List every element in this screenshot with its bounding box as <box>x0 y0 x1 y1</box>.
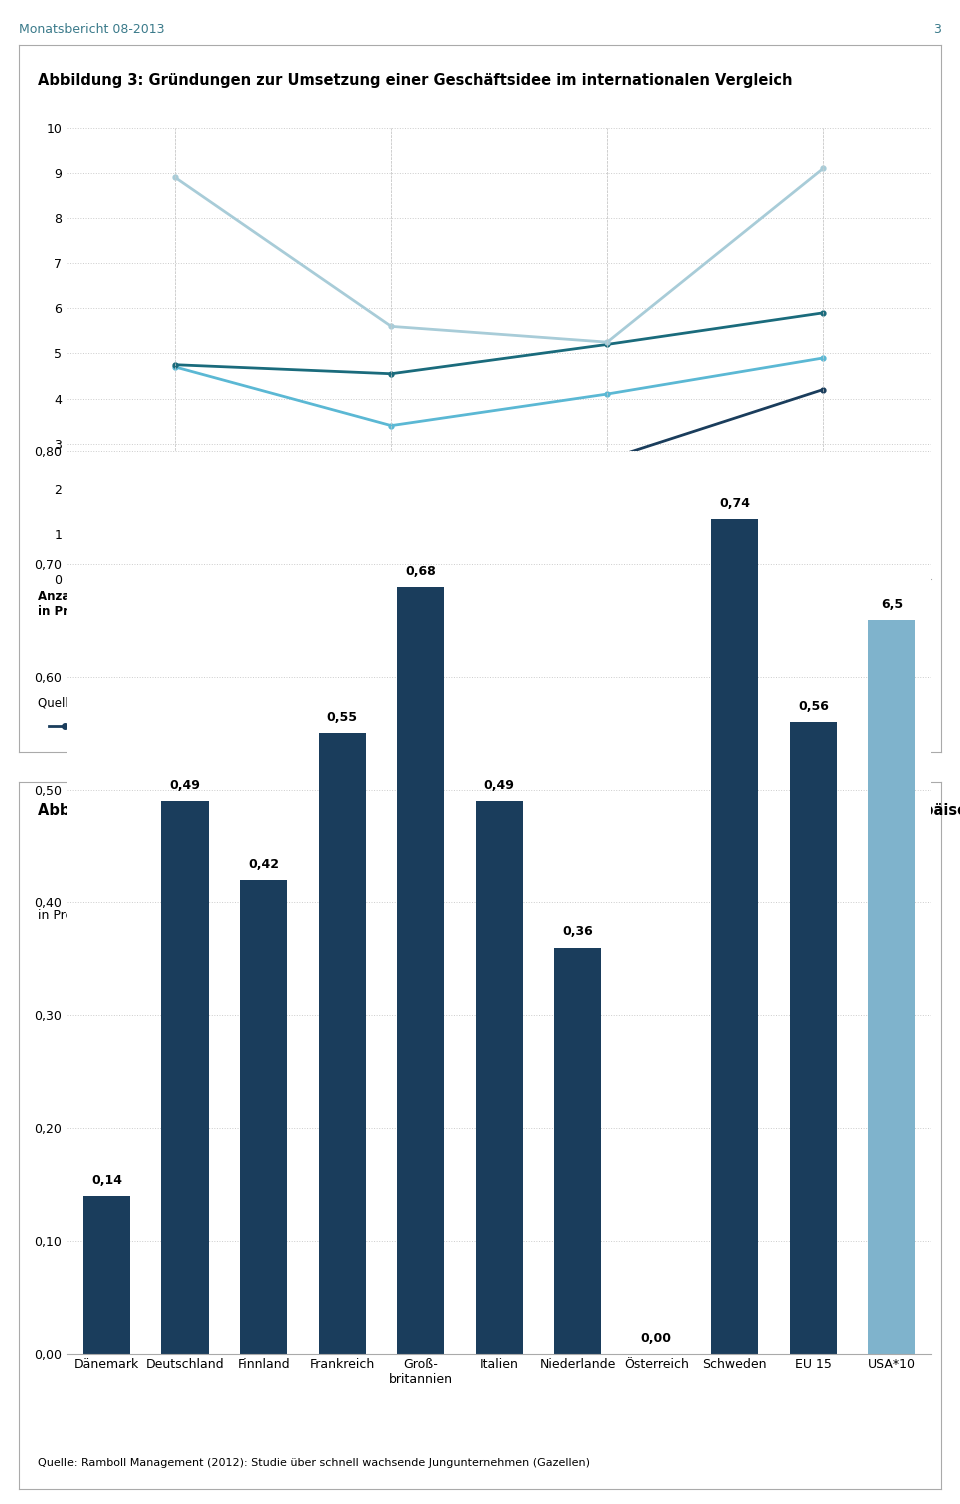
Text: 0,00: 0,00 <box>640 1331 672 1345</box>
Legend: Deutschland, Frankreich, Großbritannien, USA: Deutschland, Frankreich, Großbritannien,… <box>44 716 539 738</box>
Bar <box>83 1196 130 1354</box>
Bar <box>397 587 444 1354</box>
Text: Anzahl der 18- bis 64-Jährigen, die werdende Gründer sind und sich selbständig m: Anzahl der 18- bis 64-Jährigen, die werd… <box>37 590 925 618</box>
Text: 0,68: 0,68 <box>405 564 436 578</box>
Text: 3: 3 <box>933 23 941 36</box>
Text: 0,56: 0,56 <box>798 699 828 713</box>
Bar <box>240 880 287 1354</box>
Bar <box>554 948 601 1354</box>
Text: Quelle: Global Entrepreuneurship Monitor: Quelle: Global Entrepreuneurship Monitor <box>37 696 284 710</box>
Bar <box>475 800 523 1354</box>
Text: Ländern und den USA: Ländern und den USA <box>153 853 332 868</box>
Text: 0,49: 0,49 <box>484 779 515 791</box>
Text: Monatsbericht 08-2013: Monatsbericht 08-2013 <box>19 23 165 36</box>
Text: 0,49: 0,49 <box>170 779 201 791</box>
Bar <box>711 519 758 1354</box>
Text: Abbildung 3: Gründungen zur Umsetzung einer Geschäftsidee im internationalen Ver: Abbildung 3: Gründungen zur Umsetzung ei… <box>37 74 792 89</box>
Bar <box>319 732 366 1354</box>
Text: 0,36: 0,36 <box>563 925 593 938</box>
Bar <box>869 620 916 1354</box>
Bar <box>161 800 208 1354</box>
Text: 0,55: 0,55 <box>326 711 358 723</box>
Text: 0,74: 0,74 <box>719 496 751 510</box>
Text: 0,42: 0,42 <box>248 857 279 871</box>
Text: Abbildung 4: Anteil der Gazellenunternehmen an den börsennotierten Unternehmen i: Abbildung 4: Anteil der Gazellenunterneh… <box>37 803 960 818</box>
Text: Quelle: Ramboll Management (2012): Studie über schnell wachsende Jungunternehmen: Quelle: Ramboll Management (2012): Studi… <box>37 1457 589 1468</box>
Text: 0,14: 0,14 <box>91 1173 122 1187</box>
Bar <box>790 722 837 1354</box>
Text: 6,5: 6,5 <box>881 599 903 611</box>
Text: in Prozent: in Prozent <box>37 910 100 922</box>
